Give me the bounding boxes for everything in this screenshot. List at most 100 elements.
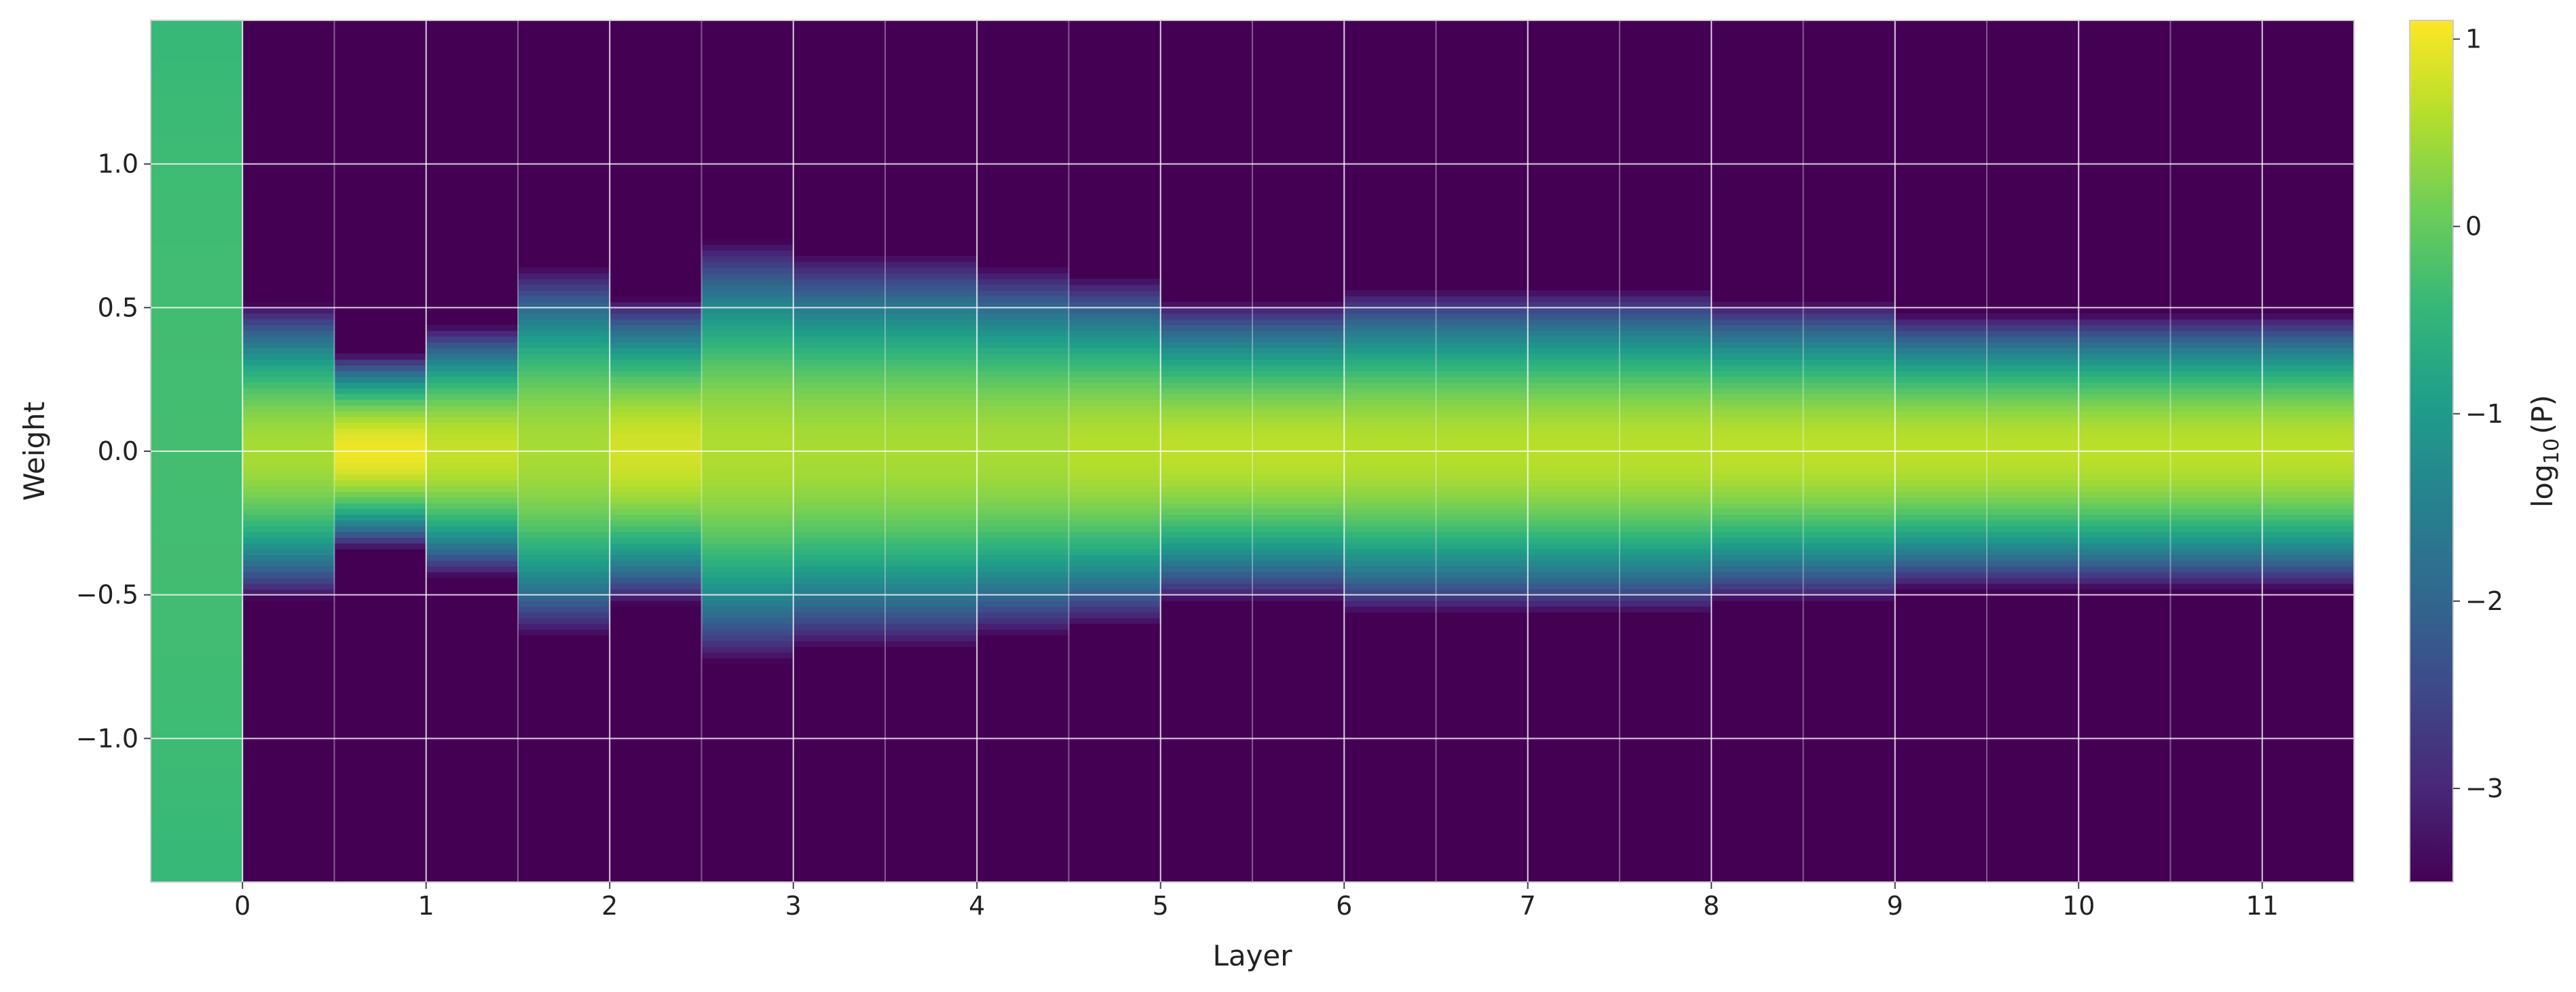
- heat-cell: [701, 646, 794, 653]
- heat-cell: [1987, 566, 2079, 573]
- heatmap-column-12: [1252, 301, 1345, 601]
- heat-cell: [334, 359, 427, 366]
- heat-cell: [151, 468, 243, 475]
- heat-cell: [151, 60, 243, 67]
- heat-cell: [977, 457, 1070, 463]
- heat-cell: [2262, 359, 2354, 366]
- heat-cell: [1987, 503, 2079, 510]
- x-tick-label: 4: [969, 891, 985, 921]
- heat-cell: [885, 508, 977, 515]
- heat-cell: [334, 354, 427, 360]
- heat-cell: [1068, 485, 1161, 492]
- heat-cell: [1344, 554, 1437, 561]
- heat-cell: [151, 755, 243, 762]
- heat-cell: [2078, 417, 2171, 423]
- heat-cell: [151, 830, 243, 837]
- heat-cell: [1436, 566, 1529, 573]
- heat-cell: [334, 405, 427, 412]
- heat-cell: [701, 652, 794, 659]
- heat-cell: [701, 250, 794, 256]
- heat-cell: [1436, 491, 1529, 498]
- heat-cell: [334, 417, 427, 423]
- heat-cell: [151, 750, 243, 757]
- heat-cell: [1436, 296, 1529, 303]
- heat-cell: [885, 634, 977, 641]
- heat-cell: [2170, 577, 2263, 584]
- heat-cell: [1527, 589, 1620, 596]
- heat-cell: [1344, 577, 1437, 584]
- heat-cell: [426, 508, 519, 515]
- heat-cell: [2078, 480, 2171, 487]
- heat-cell: [334, 491, 427, 498]
- heat-cell: [151, 853, 243, 860]
- heat-cell: [1803, 422, 1896, 429]
- heat-cell: [610, 296, 703, 303]
- heat-cell: [151, 744, 243, 750]
- heat-cell: [885, 617, 977, 624]
- heat-cell: [701, 508, 794, 515]
- heat-cell: [701, 273, 794, 280]
- heat-cell: [426, 480, 519, 487]
- heat-cell: [151, 675, 243, 682]
- heat-cell: [1068, 537, 1161, 544]
- heat-cell: [1344, 583, 1437, 590]
- heat-cell: [1252, 370, 1345, 377]
- heat-cell: [1436, 543, 1529, 550]
- heat-cell: [1711, 440, 1804, 446]
- heat-cell: [1894, 387, 1987, 394]
- heat-cell: [151, 204, 243, 210]
- heat-cell: [518, 445, 610, 452]
- heat-cell: [701, 290, 794, 297]
- heat-cell: [610, 462, 703, 469]
- heat-cell: [151, 290, 243, 297]
- heat-cell: [151, 514, 243, 521]
- heat-cell: [793, 290, 886, 297]
- heat-cell: [1527, 583, 1620, 590]
- heat-cell: [1436, 589, 1529, 596]
- heat-cell: [2262, 411, 2354, 417]
- heat-cell: [977, 480, 1070, 487]
- heat-cell: [1160, 411, 1253, 417]
- heat-cell: [334, 422, 427, 429]
- heat-cell: [1160, 422, 1253, 429]
- heat-cell: [1803, 531, 1896, 538]
- heat-cell: [1711, 537, 1804, 544]
- heat-cell: [2170, 468, 2263, 475]
- heat-cell: [1344, 589, 1437, 596]
- heat-cell: [793, 382, 886, 389]
- heat-cell: [1620, 451, 1712, 458]
- heat-cell: [1987, 497, 2079, 503]
- heat-cell: [334, 370, 427, 377]
- heat-cell: [1252, 422, 1345, 429]
- heat-cell: [885, 531, 977, 538]
- heat-cell: [1068, 284, 1161, 291]
- heat-cell: [1527, 387, 1620, 394]
- heat-cell: [151, 313, 243, 320]
- heat-cell: [1344, 457, 1437, 463]
- heat-cell: [1527, 330, 1620, 337]
- heat-cell: [1987, 387, 2079, 394]
- heat-cell: [1160, 485, 1253, 492]
- heat-cell: [426, 520, 519, 527]
- heat-cell: [2262, 480, 2354, 487]
- heat-cell: [426, 382, 519, 389]
- heat-cell: [1527, 554, 1620, 561]
- heat-cell: [701, 634, 794, 641]
- heat-cell: [1160, 468, 1253, 475]
- heat-cell: [1894, 394, 1987, 400]
- heat-cell: [334, 428, 427, 435]
- heat-cell: [151, 813, 243, 820]
- heatmap-column-1: [242, 301, 335, 601]
- heat-cell: [1344, 290, 1437, 297]
- heat-cell: [2170, 313, 2263, 320]
- heat-cell: [610, 394, 703, 400]
- heat-cell: [242, 313, 335, 320]
- heat-cell: [242, 474, 335, 480]
- heat-cell: [1987, 399, 2079, 406]
- heat-cell: [1894, 531, 1987, 538]
- heat-cell: [1620, 503, 1712, 510]
- heat-cell: [518, 451, 610, 458]
- heat-cell: [1068, 405, 1161, 412]
- heat-cell: [1436, 497, 1529, 503]
- heat-cell: [701, 497, 794, 503]
